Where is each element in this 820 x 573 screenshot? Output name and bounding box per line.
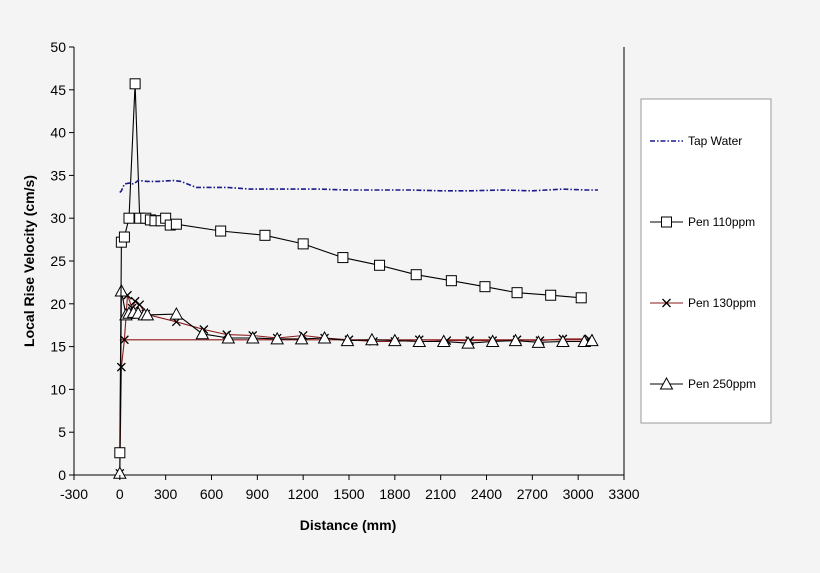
legend: Tap Water Pen 110ppm Pen 130ppm Pen 250ppm (640, 98, 772, 424)
y-tick-label: 35 (50, 167, 66, 183)
legend-item: Tap Water (650, 134, 742, 148)
x-tick-label: 1200 (288, 486, 319, 502)
y-tick-label: 15 (50, 339, 66, 355)
data-point-square (445, 275, 457, 287)
data-point-triangle (169, 307, 184, 320)
legend-item: Pen 250ppm (650, 376, 756, 391)
data-point-square (259, 229, 271, 241)
y-tick-label: 50 (50, 39, 66, 55)
data-point-triangle (531, 335, 546, 348)
series-pen-110ppm (114, 78, 587, 459)
data-point-triangle (245, 330, 260, 344)
x-tick-label: 2100 (425, 486, 456, 502)
data-point-square (545, 289, 557, 301)
data-point-square (337, 252, 349, 264)
data-point-triangle (270, 331, 285, 345)
x-tick-label: 1500 (333, 486, 364, 502)
x-axis-title: Distance (mm) (300, 517, 396, 533)
x-tick-label: 300 (154, 486, 178, 502)
x-tick-label: 900 (246, 486, 270, 502)
data-point-triangle (556, 334, 570, 347)
data-point-triangle (461, 336, 476, 349)
data-point-square (479, 281, 491, 293)
data-point-triangle (365, 332, 379, 346)
x-tick-label: 2400 (471, 486, 502, 502)
data-point-triangle (585, 333, 599, 347)
legend-label: Pen 110ppm (688, 215, 755, 229)
data-point-triangle (659, 376, 674, 390)
legend-label: Pen 130ppm (688, 296, 756, 310)
data-point-triangle (340, 333, 355, 347)
legend-box (640, 98, 772, 424)
data-point-x (116, 362, 126, 372)
data-point-square (297, 238, 309, 250)
data-point-triangle (221, 330, 236, 344)
data-point-square (118, 231, 130, 243)
data-point-triangle (436, 334, 451, 347)
y-tick-label: 5 (58, 424, 66, 440)
data-point-triangle (508, 333, 523, 347)
data-point-x (135, 300, 145, 310)
data-point-x (662, 298, 671, 308)
data-point-square (661, 216, 672, 228)
x-tick-label: 3000 (563, 486, 594, 502)
y-tick-label: 25 (50, 253, 66, 269)
data-point-square (511, 287, 523, 299)
series-pen-250ppm (112, 283, 599, 479)
x-tick-label: -300 (60, 486, 88, 502)
data-point-square (114, 447, 126, 459)
data-point-triangle (195, 326, 210, 340)
x-tick-label: 0 (116, 486, 124, 502)
y-tick-label: 10 (50, 381, 66, 397)
data-point-triangle (412, 334, 427, 347)
y-tick-label: 0 (58, 467, 66, 483)
series-layer (112, 78, 599, 479)
legend-label: Tap Water (688, 134, 742, 148)
data-point-triangle (485, 334, 500, 347)
legend-item: Pen 130ppm (650, 296, 756, 310)
data-point-square (215, 225, 227, 237)
data-point-triangle (317, 330, 332, 344)
legend-label: Pen 250ppm (688, 377, 756, 391)
x-tick-label: 1800 (379, 486, 410, 502)
x-tick-label: 3300 (608, 486, 639, 502)
data-point-square (575, 292, 587, 304)
data-point-x (119, 335, 129, 345)
x-axis-ticks: -300 0 300 600 900 1200 1500 1800 2100 2400 2700 30… (60, 475, 640, 502)
y-tick-label: 45 (50, 82, 66, 98)
data-point-square (170, 218, 182, 230)
data-point-square (129, 78, 141, 90)
legend-item: Pen 110ppm (650, 215, 755, 229)
y-tick-label: 30 (50, 210, 66, 226)
data-point-triangle (387, 333, 402, 347)
data-point-square (374, 259, 386, 271)
data-point-square (410, 269, 422, 281)
data-point-x (130, 296, 140, 306)
y-axis-title: Local Rise Velocity (cm/s) (21, 175, 37, 347)
data-point-triangle (140, 307, 155, 321)
x-tick-label: 2700 (517, 486, 548, 502)
data-point-square (123, 212, 135, 224)
data-point-triangle (294, 331, 309, 345)
y-tick-label: 40 (50, 125, 66, 141)
y-tick-label: 20 (50, 296, 66, 312)
y-axis-ticks: 0 5 10 15 20 25 30 35 40 45 50 (50, 39, 74, 483)
x-tick-label: 600 (200, 486, 224, 502)
series-line (119, 179, 598, 194)
series-tap-water (119, 179, 598, 194)
